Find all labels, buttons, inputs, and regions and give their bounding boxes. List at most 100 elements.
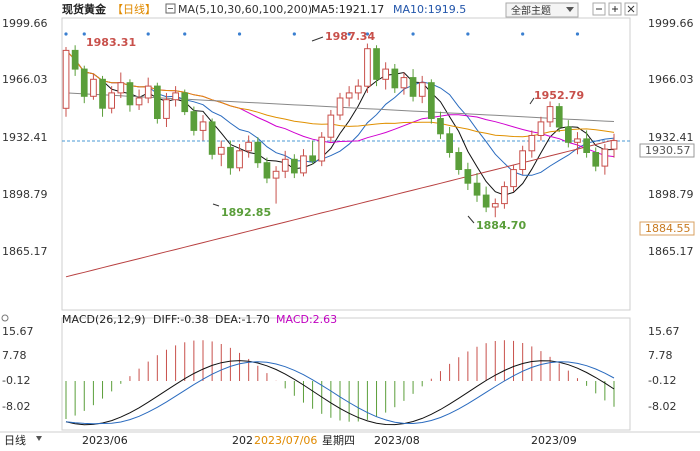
chevron-down-icon [566,7,574,12]
candle-body [345,92,353,99]
event-markers [64,32,580,36]
candle-body [373,48,380,80]
price-tick-left: 1999.66 [2,17,48,30]
event-dot [292,32,296,36]
candle-body [245,141,253,152]
candle-body [154,85,161,119]
candle-body [144,85,152,99]
low-annotation: 1884.70 [476,219,526,232]
candle-body [254,141,262,164]
macd-diff: DIFF:-0.38 [153,313,209,326]
price-tick-left: 1898.79 [2,188,48,201]
annotation-pointer [467,215,475,224]
close-icon[interactable] [624,2,638,16]
price-tick-right: 1999.66 [648,17,694,30]
event-dot [237,32,242,36]
candle-body [199,121,207,131]
candle-body [163,99,170,119]
candle-body [510,169,517,188]
ma-toggle-icon[interactable] [165,3,176,14]
crosshair-date: 2023/07/06 [254,434,317,447]
candle-body [428,82,435,119]
period-mode[interactable]: 【日线】 [112,2,156,16]
macd-tick-right: -0.12 [648,374,676,387]
ma200-box [639,221,695,236]
candle-body [71,49,79,70]
macd-value: MACD:2.63 [276,313,337,326]
candle-body [528,135,536,152]
minus-icon[interactable] [592,2,606,16]
diff-line [65,360,615,426]
macd-tick-left: 7.78 [2,349,27,362]
candle-body [601,148,609,167]
candle-body [208,121,216,155]
x-tick: 2023/06 [82,434,128,447]
price-tick-right: 1898.79 [648,188,694,201]
high-annotation: 1952.79 [534,89,584,102]
candle-body [583,138,590,153]
collapse-icon[interactable] [1,314,9,322]
theme-dropdown[interactable] [505,2,579,18]
macd-panel-frame [61,317,631,431]
candle-body [336,97,344,116]
candle-body [300,155,307,174]
price-tick-left: 1865.17 [2,245,48,258]
ma-label: MA(5,10,30,60,100,200) [178,3,312,16]
period-label: 日线 [4,433,26,447]
candle-body [90,78,97,97]
crosshair-weekday: 星期四 [322,434,355,447]
candle-body [464,169,472,184]
caret-down-icon[interactable] [36,436,42,441]
candle-body [610,140,618,150]
candle-body [437,118,444,135]
price-axis: 1999.66 1966.03 1932.41 1898.79 1865.17 … [2,17,694,258]
plus-icon[interactable] [608,2,622,16]
annotation-pointer [311,36,324,42]
event-dot [347,32,351,36]
candle-body [236,150,243,169]
candle-body [455,152,463,170]
candle-body [327,114,335,138]
candle-body [473,182,481,196]
macd-tick-left: -0.12 [2,374,30,387]
event-dot [146,32,150,36]
ma5-line [65,50,615,196]
low-annotation: 1892.85 [221,206,271,219]
candle-body [546,106,554,123]
ma10-value: MA10:1919.5 [393,3,466,16]
candle-body [382,68,389,80]
last-price-box [639,143,695,158]
x-tick: 202 [232,434,253,447]
candle-body [263,162,271,179]
macd-tick-right: -8.02 [648,400,676,413]
candle-body [391,68,399,89]
candle-body [227,146,234,169]
candle-body [181,92,189,113]
high-annotation: 1987.34 [325,30,375,43]
ma5-value: MA5:1921.17 [311,3,384,16]
candle-body [272,170,280,179]
candle-body [117,82,125,94]
macd-panel [65,340,615,426]
candle-body [281,158,289,172]
last-price-value: 1930.57 [645,144,691,157]
macd-dea: DEA:-1.70 [215,313,270,326]
event-dot [365,32,369,36]
x-tick: 2023/08 [374,434,420,447]
macd-title: MACD(26,12,9) [62,313,146,326]
macd-tick-left: 15.67 [2,325,34,338]
theme-dropdown-label: 全部主题 [511,4,551,17]
candle-body [482,194,490,208]
candle-body [592,152,600,167]
candle-body [537,121,545,137]
candle-body [108,92,116,109]
candle-body [217,146,225,155]
dea-line [65,361,615,425]
candle-body [354,85,362,94]
candle-body [400,77,408,89]
event-dot [183,32,187,36]
annotation-pointer [212,203,220,207]
event-dot [411,32,415,36]
